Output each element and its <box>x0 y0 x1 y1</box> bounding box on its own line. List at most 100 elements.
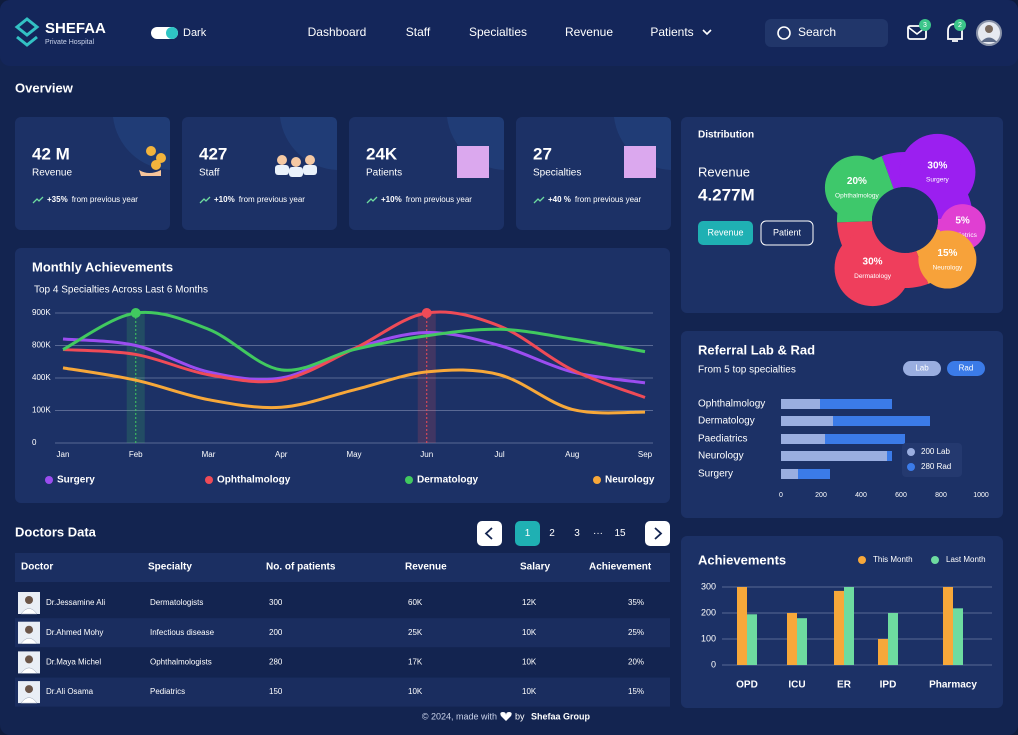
table-cell: 15% <box>628 687 644 696</box>
x-tick-label: IPD <box>880 680 897 691</box>
legend-chip[interactable] <box>903 361 941 376</box>
tooltip-marker <box>907 448 915 456</box>
chevron <box>702 29 712 36</box>
pie-chart: 30%Surgery5%Pediatrics15%Neurology30%Der… <box>824 133 986 307</box>
doctor-avatar-head <box>25 685 33 694</box>
y-tick-label: 400K <box>32 373 51 382</box>
card-title: Distribution <box>698 130 754 141</box>
slice-label: Neurology <box>933 264 963 271</box>
nav-item[interactable]: Staff <box>406 25 431 39</box>
page-number[interactable]: 15 <box>614 528 626 539</box>
y-tick-label: 100K <box>32 406 51 415</box>
page-number[interactable]: 3 <box>574 528 580 539</box>
column-header: Achievement <box>589 562 652 573</box>
y-tick-label: 200 <box>701 607 716 617</box>
icon <box>277 155 287 165</box>
kpi-change: +40 % <box>548 195 571 204</box>
x-tick-label: 1000 <box>973 492 989 499</box>
table-cell: 10K <box>522 628 537 637</box>
trend-icon <box>199 196 211 204</box>
legend-label: Rad <box>959 364 974 373</box>
table-cell: Ophthalmologists <box>150 658 212 667</box>
chevron <box>484 527 493 540</box>
table-cell: 20% <box>628 658 644 667</box>
kpi-value: 42 M <box>32 144 70 163</box>
x-tick-label: Jan <box>57 450 70 459</box>
search-box[interactable] <box>765 19 888 47</box>
avatar-head <box>985 25 993 33</box>
page-number[interactable]: ··· <box>593 528 603 539</box>
legend-marker <box>405 476 413 484</box>
nav-item[interactable]: Patients <box>650 25 693 39</box>
kpi-note: from previous year <box>406 195 473 204</box>
table-cell: Dr.Jessamine Ali <box>46 598 105 607</box>
mail-icon[interactable] <box>907 25 927 40</box>
button[interactable] <box>760 220 814 246</box>
table-cell: 25% <box>628 628 644 637</box>
y-tick-label: Dermatology <box>698 416 755 427</box>
table-cell: 25K <box>408 628 423 637</box>
table-cell: Dermatologists <box>150 598 203 607</box>
legend-marker <box>45 476 53 484</box>
button-label: Revenue <box>707 227 743 237</box>
y-tick-label: 300 <box>701 581 716 591</box>
point-marker <box>421 308 432 318</box>
legend-label: Lab <box>915 364 929 373</box>
toggle-label: Dark <box>183 27 207 39</box>
icon <box>156 153 166 163</box>
section-title: Overview <box>15 80 74 95</box>
trend-icon <box>366 196 378 204</box>
page-active[interactable] <box>515 521 540 546</box>
slice-bubble <box>824 155 889 220</box>
section-title: Doctors Data <box>15 524 97 539</box>
table-cell: 10K <box>522 658 537 667</box>
legend-marker <box>858 556 866 564</box>
page-number[interactable]: 1 <box>525 528 531 539</box>
y-tick-label: Paediatrics <box>698 434 747 445</box>
bar <box>747 614 757 665</box>
x-tick-label: Sep <box>638 450 653 459</box>
mail-badge: 3 <box>923 22 927 29</box>
nav-item[interactable]: Dashboard <box>308 25 367 39</box>
nav-item[interactable]: Specialties <box>469 25 527 39</box>
bar <box>888 613 898 665</box>
legend-marker <box>205 476 213 484</box>
line-series <box>62 366 646 415</box>
icon <box>291 157 301 167</box>
nav-item[interactable]: Revenue <box>565 25 613 39</box>
prev-button[interactable] <box>477 521 502 546</box>
next-button[interactable] <box>645 521 670 546</box>
slice-value-label: 20% <box>847 176 867 187</box>
table-cell: 35% <box>628 598 644 607</box>
button[interactable] <box>698 221 753 245</box>
slice-label: Surgery <box>926 177 950 184</box>
bar <box>953 608 963 665</box>
bar <box>781 451 887 461</box>
icon <box>151 160 161 170</box>
legend-chip[interactable] <box>947 361 985 376</box>
icon <box>289 167 303 177</box>
kpi-cards: 42 M Revenue +35% from previous year 427 Staf… <box>15 117 671 230</box>
page-number[interactable]: 2 <box>549 528 555 539</box>
bar <box>797 618 807 665</box>
donut-hole <box>872 187 938 253</box>
footer-text: © 2024, made with <box>422 711 497 721</box>
table-cell: 280 <box>269 658 283 667</box>
card-decor <box>614 117 671 170</box>
y-tick-label: 800K <box>32 341 51 350</box>
column-header: Revenue <box>405 562 447 573</box>
card-subtitle: From 5 top specialties <box>698 365 796 376</box>
table-row <box>15 618 670 648</box>
x-tick-label: ER <box>837 680 852 691</box>
x-tick-label: Jul <box>494 450 504 459</box>
bar <box>878 639 888 665</box>
search-placeholder: Search <box>798 25 836 39</box>
avatar-body <box>981 37 997 42</box>
kpi-value: 27 <box>533 144 552 163</box>
bar <box>781 434 825 444</box>
logo <box>14 17 40 47</box>
card-decor <box>113 117 170 170</box>
table-cell: 10K <box>522 687 537 696</box>
bar <box>781 469 798 479</box>
